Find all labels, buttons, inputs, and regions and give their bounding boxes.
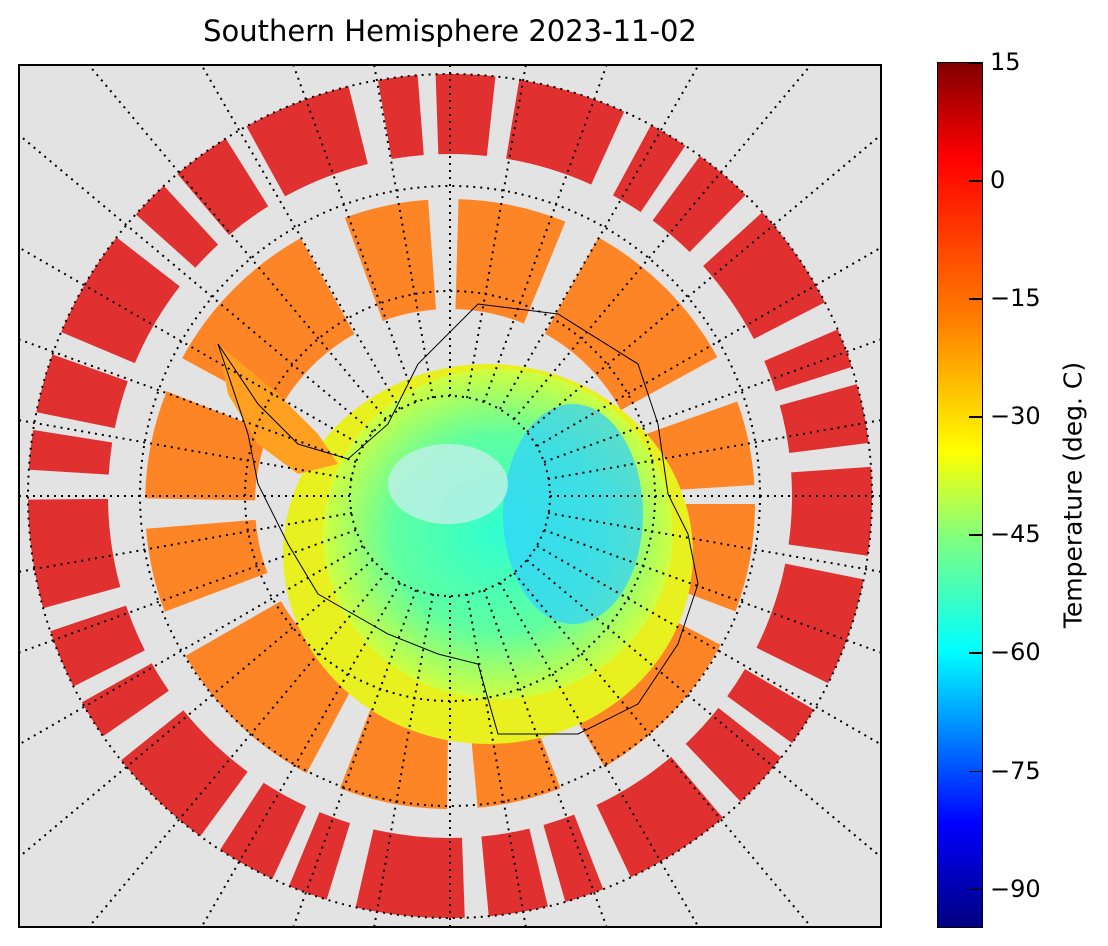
colorbar-label: Temperature (deg. C) [1058,361,1088,629]
colorbar-tick-label: 15 [990,48,1021,76]
graticule [18,64,882,928]
colorbar-tick-label: −90 [990,874,1041,903]
colorbar-tick-mark [969,652,983,654]
southern-ocean-ring [145,199,755,809]
map-border [18,64,882,928]
ross-ice-area [388,444,508,524]
colorbar-tick-mark [969,62,983,64]
colorbar-tick-mark [969,298,983,300]
colorbar-tick-mark [969,770,983,773]
map-title: Southern Hemisphere 2023-11-02 [203,14,697,48]
colorbar-tick-mark [969,416,983,418]
colorbar-tick-mark [969,534,983,536]
colorbar-tick-mark [969,888,983,891]
polar-temperature-map [18,64,882,928]
colorbar-tick-label: 0 [990,166,1006,195]
colorbar-tick-label: −15 [990,284,1041,313]
colorbar-tick-label: −30 [990,402,1041,431]
colorbar-tick-mark [969,180,983,182]
antarctic-coastline [217,303,699,735]
colorbar-tick-label: −60 [990,638,1041,667]
colorbar-tick-label: −45 [990,520,1041,549]
cold-plateau [503,404,643,624]
temperature-field [28,74,872,918]
antarctic-peninsula [218,344,338,474]
colorbar-tick-label: −75 [990,756,1041,785]
colorbar [937,62,983,928]
